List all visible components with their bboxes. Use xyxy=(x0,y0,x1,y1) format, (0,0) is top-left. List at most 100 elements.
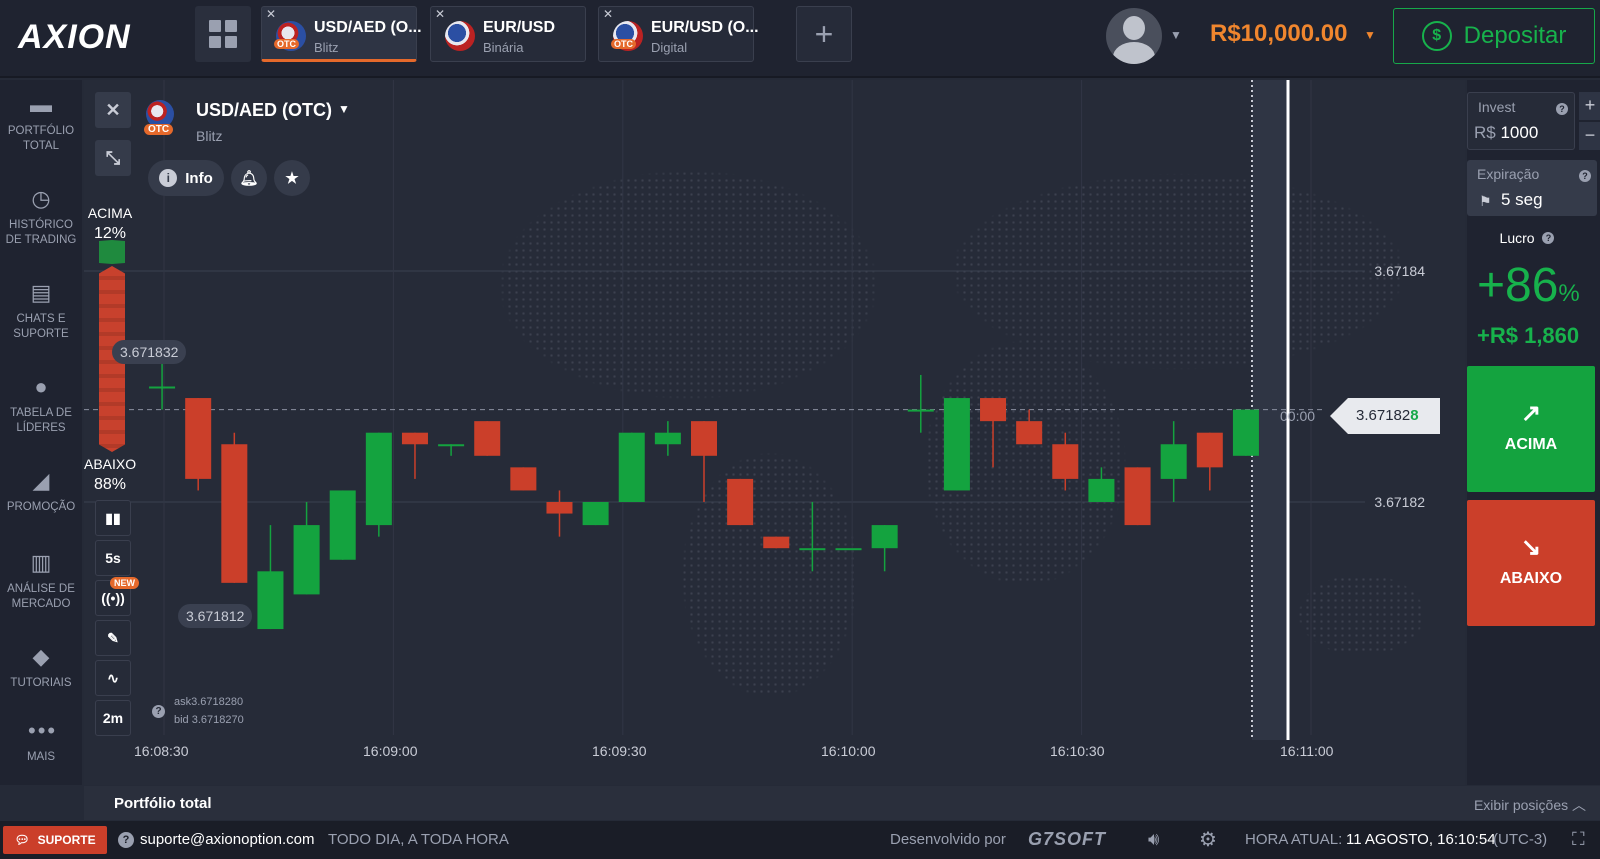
axion-logo[interactable]: AXION xyxy=(18,18,131,56)
timeframe-button[interactable]: 5s xyxy=(95,540,131,576)
favorite-button[interactable]: ★ xyxy=(274,160,310,196)
tab-title: EUR/USD xyxy=(483,19,556,36)
chart-type-button[interactable]: ▮▮ xyxy=(95,500,131,536)
support-label: SUPORTE xyxy=(37,833,96,847)
sidebar-item-market-analysis[interactable]: ▥ ANÁLISE DE MERCADO xyxy=(0,552,82,612)
indicators-button[interactable]: ∿ xyxy=(95,660,131,696)
ask-bid-info: ask3.6718280 bid 3.6718270 xyxy=(174,693,244,729)
sentiment-up-label: ACIMA xyxy=(87,205,133,221)
sidebar-item-chats[interactable]: ▤ CHATS E SUPORTE xyxy=(0,282,82,342)
invest-field[interactable]: Invest ? R$ 1000 xyxy=(1467,92,1575,150)
chevron-down-icon[interactable]: ▼ xyxy=(1170,28,1182,42)
info-button[interactable]: i Info xyxy=(148,160,224,196)
candle-down xyxy=(727,478,754,526)
alert-button[interactable]: 🔔︎ xyxy=(231,160,267,196)
close-tab-icon[interactable]: ✕ xyxy=(435,7,446,21)
candles-icon: ▮▮ xyxy=(105,510,121,526)
tab-title: USD/AED (O... xyxy=(314,19,422,36)
invest-decrease-button[interactable]: − xyxy=(1579,122,1600,150)
sidebar-item-more[interactable]: ••• MAIS xyxy=(0,720,82,765)
help-icon[interactable]: ? xyxy=(152,705,165,718)
candle-up xyxy=(907,409,934,412)
minimize-chart-button[interactable]: ⤡ xyxy=(95,140,131,176)
invest-increase-button[interactable]: + xyxy=(1579,92,1600,120)
tab-usd-aed-otc[interactable]: ✕ OTC USD/AED (O... Blitz xyxy=(261,6,422,62)
tab-title: EUR/USD (O... xyxy=(651,19,759,36)
candle-down xyxy=(1196,432,1223,468)
sidebar-item-leaderboard[interactable]: ● TABELA DE LÍDERES xyxy=(0,376,82,436)
sidebar-item-history[interactable]: ◷ HISTÓRICO DE TRADING xyxy=(0,188,82,248)
current-time-label: HORA ATUAL: xyxy=(1245,831,1343,848)
price-chart[interactable]: ✕ ⤡ OTC USD/AED (OTC) ▼ Blitz i Info 🔔︎ … xyxy=(84,80,1465,785)
support-email-link[interactable]: suporte@axionoption.com xyxy=(140,831,315,848)
otc-badge: OTC xyxy=(144,124,174,135)
live-signal-button[interactable]: ((•)) xyxy=(95,580,131,616)
new-badge: NEW xyxy=(110,577,139,589)
chevron-down-icon[interactable]: ▼ xyxy=(1364,28,1376,42)
x-tick-label: 16:11:00 xyxy=(1280,743,1334,759)
chevron-up-icon: ︿ xyxy=(1572,797,1586,813)
period-button[interactable]: 2m xyxy=(95,700,131,736)
info-label: Info xyxy=(185,169,213,187)
dollar-refresh-icon: $ xyxy=(1421,21,1452,51)
bid-price: bid 3.6718270 xyxy=(174,714,244,726)
invest-value[interactable]: R$ 1000 xyxy=(1474,123,1538,143)
developer-logo[interactable]: G7SOFT xyxy=(1028,829,1107,849)
candle-down xyxy=(474,421,501,456)
help-icon[interactable]: ? xyxy=(1579,170,1591,182)
low-price-tag: 3.671812 xyxy=(178,604,253,628)
megaphone-icon: ◢ xyxy=(32,468,50,493)
candle-down xyxy=(1052,444,1079,479)
sidebar-item-portfolio[interactable]: ▬ PORTFÓLIO TOTAL xyxy=(0,94,82,154)
candle-up xyxy=(799,548,826,551)
otc-badge: OTC xyxy=(274,39,299,49)
tab-type: Blitz xyxy=(314,40,339,55)
call-up-button[interactable]: ↗ ACIMA xyxy=(1467,366,1595,492)
tab-eur-usd[interactable]: ✕ EUR/USD Binária xyxy=(430,6,586,62)
drawing-tool-button[interactable]: ✎ xyxy=(95,620,131,656)
footer: 💬︎ SUPORTE ? suporte@axionoption.com TOD… xyxy=(0,821,1600,859)
portfolio-bar[interactable]: Portfólio total Exibir posições ︿ xyxy=(84,786,1600,820)
portfolio-title: Portfólio total xyxy=(114,795,212,812)
help-icon[interactable]: ? xyxy=(1556,103,1568,115)
gear-icon[interactable]: ⚙ xyxy=(1199,829,1217,851)
deposit-button[interactable]: $ Depositar xyxy=(1393,8,1595,64)
sidebar-item-promotion[interactable]: ◢ PROMOÇÃO xyxy=(0,470,82,515)
invest-label: Invest xyxy=(1478,99,1516,115)
close-chart-button[interactable]: ✕ xyxy=(95,92,131,128)
support-button[interactable]: 💬︎ SUPORTE xyxy=(3,826,107,854)
wave-icon: ∿ xyxy=(107,670,119,686)
sound-icon[interactable]: 🔊︎ xyxy=(1148,829,1160,849)
avatar[interactable] xyxy=(1106,8,1162,64)
assets-grid-button[interactable] xyxy=(195,6,251,62)
invest-amount[interactable]: 1000 xyxy=(1500,123,1539,142)
ask-price: ask3.6718280 xyxy=(174,696,244,708)
candle-up xyxy=(835,548,862,551)
asset-name[interactable]: USD/AED (OTC) xyxy=(196,100,332,120)
add-tab-button[interactable]: + xyxy=(796,6,852,62)
put-down-button[interactable]: ↘ ABAIXO xyxy=(1467,500,1595,626)
sidebar-item-tutorials[interactable]: ◆ TUTORIAIS xyxy=(0,646,82,691)
chat-icon: ▤ xyxy=(30,280,52,305)
eu-flag-icon xyxy=(445,21,475,51)
current-price-tag: 3.671828 xyxy=(1330,398,1440,434)
close-tab-icon[interactable]: ✕ xyxy=(603,7,614,21)
more-icon: ••• xyxy=(28,718,58,743)
high-price-tag: 3.671832 xyxy=(112,340,187,364)
timezone: (UTC-3) xyxy=(1493,831,1548,848)
show-positions-button[interactable]: Exibir posições ︿ xyxy=(1474,795,1586,815)
help-icon[interactable]: ? xyxy=(1542,232,1555,244)
expiry-selector[interactable]: Expiração ? ⚑ 5 seg xyxy=(1467,160,1597,216)
up-button-label: ACIMA xyxy=(1504,436,1558,453)
tab-eur-usd-otc[interactable]: ✕ OTC EUR/USD (O... Digital xyxy=(598,6,759,62)
clock-icon: ◷ xyxy=(31,186,51,211)
chevron-down-icon[interactable]: ▼ xyxy=(338,102,350,116)
x-tick-label: 16:09:30 xyxy=(592,743,647,759)
star-icon: ★ xyxy=(285,170,299,187)
close-tab-icon[interactable]: ✕ xyxy=(266,7,277,21)
support-hours: TODO DIA, A TODA HORA xyxy=(328,831,509,848)
down-button-label: ABAIXO xyxy=(1499,570,1563,587)
fullscreen-icon[interactable]: ⛶ xyxy=(1572,829,1585,849)
balance-display[interactable]: R$10,000.00 xyxy=(1210,20,1348,47)
candle-down xyxy=(510,467,537,491)
